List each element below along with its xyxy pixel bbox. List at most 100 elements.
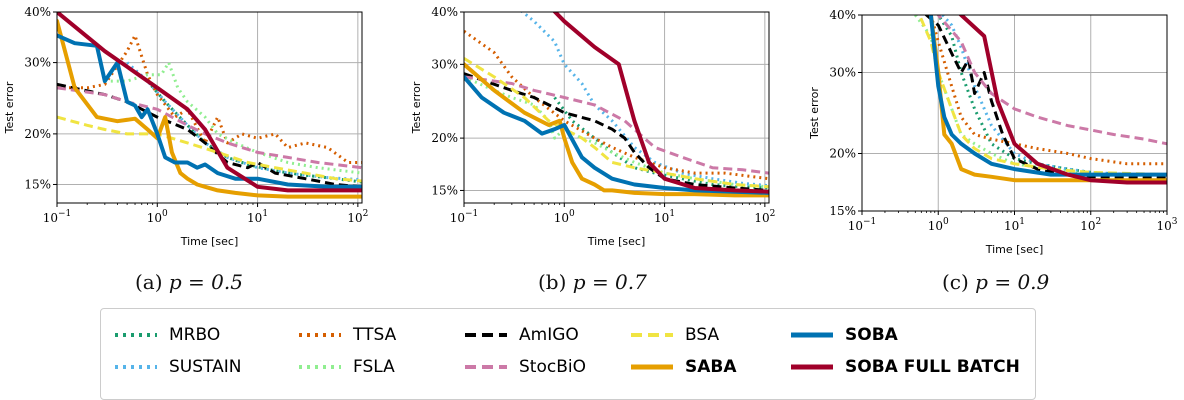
series-line-mrbo — [553, 96, 769, 190]
x-tick-label: 103 — [1156, 217, 1177, 233]
legend-item-amigo: AmIGO — [463, 323, 579, 347]
chart-panel-0: 10−1 100 101 102 15% 20% 30% 40% Time [sec] Test … — [3, 5, 368, 248]
caption-b-math: p = 0.7 — [572, 270, 647, 294]
legend-swatch-amigo — [465, 333, 507, 337]
legend-swatch-sustain — [115, 365, 157, 369]
x-tick-label: 102 — [347, 209, 368, 225]
series-line-soba — [464, 74, 769, 195]
x-tick-label: 10−1 — [848, 217, 877, 233]
x-tick-label: 102 — [1080, 217, 1101, 233]
caption-c-prefix: (c) — [942, 270, 969, 294]
caption-a: (a) p = 0.5 — [135, 270, 243, 294]
legend: MRBO SUSTAIN TTSA FSLA AmIGO StocBiO BSA SABA SO… — [100, 308, 1036, 400]
series-line-stocbio — [936, 15, 1167, 146]
series-line-ttsa — [57, 34, 362, 164]
legend-label: SOBA — [845, 325, 898, 345]
series-line-ttsa — [929, 15, 1167, 166]
x-tick-label: 102 — [754, 209, 775, 225]
x-tick-label: 10−1 — [450, 209, 479, 225]
x-tick-label: 100 — [147, 209, 168, 225]
legend-swatch-mrbo — [115, 333, 157, 337]
legend-swatch-stocbio — [465, 365, 507, 369]
series-group — [464, 12, 769, 198]
legend-item-soba-full-batch: SOBA FULL BATCH — [789, 355, 1020, 379]
series-line-soba — [57, 33, 362, 189]
legend-item-stocbio: StocBiO — [463, 355, 586, 379]
legend-label: AmIGO — [519, 325, 579, 345]
x-axis-label: Time [sec] — [985, 243, 1044, 256]
caption-c-math: p = 0.9 — [975, 270, 1050, 294]
legend-item-sustain: SUSTAIN — [113, 355, 241, 379]
y-tick-label: 20% — [431, 131, 458, 145]
legend-item-fsla: FSLA — [297, 355, 395, 379]
series-line-stocbio — [57, 86, 362, 170]
legend-swatch-fsla — [299, 365, 341, 369]
series-line-fsla — [914, 15, 1167, 177]
series-line-fsla — [104, 61, 362, 175]
series-line-saba — [464, 62, 769, 198]
y-tick-label: 30% — [24, 56, 51, 70]
series-group — [914, 15, 1167, 185]
legend-item-mrbo: MRBO — [113, 323, 220, 347]
series-line-mrbo — [936, 15, 1167, 177]
x-tick-label: 101 — [247, 209, 268, 225]
legend-item-saba: SABA — [629, 355, 737, 379]
plot-frame — [463, 11, 770, 204]
series-line-sustain — [940, 15, 1167, 177]
x-tick-label: 10−1 — [43, 209, 72, 225]
series-line-amigo — [464, 72, 769, 192]
y-tick-label: 15% — [24, 177, 51, 191]
x-tick-label: 100 — [554, 209, 575, 225]
series-group — [57, 12, 362, 199]
caption-a-prefix: (a) — [135, 270, 163, 294]
series-line-soba — [928, 15, 1167, 177]
y-tick-label: 40% — [24, 5, 51, 19]
legend-swatch-ttsa — [299, 333, 341, 337]
legend-item-bsa: BSA — [629, 323, 719, 347]
y-tick-label: 40% — [829, 8, 856, 22]
y-tick-label: 30% — [431, 57, 458, 71]
legend-item-soba: SOBA — [789, 323, 898, 347]
legend-swatch-bsa — [631, 333, 673, 337]
plot-frame — [56, 11, 363, 204]
charts-svg: 10−1 100 101 102 15% 20% 30% 40% Time [sec] Test … — [3, 5, 1178, 256]
series-line-mrbo — [146, 80, 362, 184]
y-tick-label: 15% — [431, 183, 458, 197]
legend-label: MRBO — [169, 325, 221, 345]
chart-panel-2: 10−1 100 101 102 103 15% 20% 30% 40% Time [sec] Te… — [808, 8, 1178, 256]
legend-item-ttsa: TTSA — [297, 323, 396, 347]
legend-label: SOBA FULL BATCH — [845, 357, 1020, 377]
legend-label: FSLA — [353, 357, 395, 377]
caption-b: (b) p = 0.7 — [538, 270, 647, 294]
series-line-ttsa — [464, 29, 769, 181]
series-line-saba — [57, 19, 362, 199]
legend-swatch-saba — [631, 364, 673, 370]
series-line-bsa — [464, 57, 769, 189]
x-tick-label: 101 — [1004, 217, 1025, 233]
series-line-stocbio — [464, 75, 769, 175]
y-tick-label: 20% — [24, 127, 51, 141]
series-line-soba-full-batch — [958, 15, 1167, 185]
y-tick-label: 40% — [431, 5, 458, 19]
caption-a-math: p = 0.5 — [168, 270, 243, 294]
y-tick-label: 30% — [829, 65, 856, 79]
legend-swatch-soba-full-batch — [791, 364, 833, 370]
legend-label: BSA — [685, 325, 720, 345]
series-line-sustain — [520, 12, 769, 188]
legend-label: StocBiO — [519, 357, 586, 377]
legend-label: SABA — [685, 357, 737, 377]
y-axis-label: Test error — [808, 87, 821, 140]
caption-b-prefix: (b) — [538, 270, 567, 294]
series-line-soba-full-batch — [57, 12, 362, 193]
x-tick-label: 101 — [654, 209, 675, 225]
x-tick-label: 100 — [928, 217, 949, 233]
caption-c: (c) p = 0.9 — [942, 270, 1049, 294]
y-tick-label: 20% — [829, 147, 856, 161]
legend-swatch-soba — [791, 332, 833, 338]
x-axis-label: Time [sec] — [587, 235, 646, 248]
series-line-soba-full-batch — [552, 12, 769, 194]
chart-panel-1: 10−1 100 101 102 15% 20% 30% 40% Time [sec] Test … — [410, 5, 775, 248]
legend-label: SUSTAIN — [169, 357, 242, 377]
y-tick-label: 15% — [829, 204, 856, 218]
